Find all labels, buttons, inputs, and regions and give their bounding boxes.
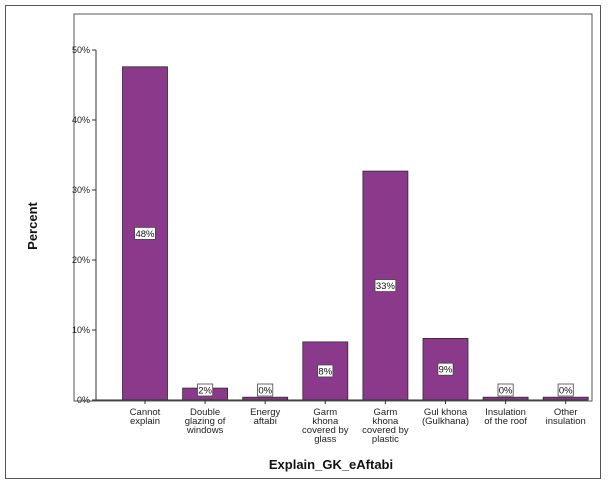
y-axis-title: Percent (25, 201, 40, 249)
y-tick-label: 30% (72, 185, 90, 195)
data-label-box (437, 362, 454, 376)
data-label-box (557, 383, 574, 397)
bars: 48% 2% 0% 8% 33% 9% 0% 0% (122, 66, 589, 401)
data-label: 48% (135, 229, 155, 240)
data-label: 0% (499, 386, 513, 397)
x-tick-label: Garm khona covered by plastic (362, 407, 409, 445)
y-tick-label: 10% (72, 325, 90, 335)
x-tick-label: Cannot explain (130, 407, 161, 427)
bar-chart: 0% 10% 20% 30% 40% 50% 48% 2% 0% 8% 33% 9% 0% 0% Can… (25, 13, 593, 472)
data-label-box (134, 226, 156, 240)
data-label: 33% (376, 281, 396, 292)
x-tick-label: Insulation of the roof (484, 407, 527, 427)
y-tick-label: 0% (77, 395, 90, 405)
y-tick-label: 40% (72, 115, 90, 125)
data-label: 0% (258, 386, 272, 397)
x-axis-title: Explain_GK_eAftabi (269, 457, 393, 472)
x-axis: Cannot explain Double glazing of windows Ener… (96, 399, 587, 445)
x-tick-label: Energy aftabi (250, 407, 280, 427)
data-label-box (497, 383, 514, 397)
x-tick-label: Double glazing of windows (185, 407, 226, 436)
y-tick-label: 50% (72, 45, 90, 55)
y-axis: 0% 10% 20% 30% 40% 50% (72, 45, 97, 405)
data-label-box (317, 364, 334, 378)
data-label-box (374, 279, 397, 292)
data-label-box (197, 383, 214, 397)
data-label: 8% (318, 366, 332, 377)
data-label: 2% (198, 386, 212, 397)
data-label: 9% (439, 365, 453, 376)
y-tick-label: 20% (72, 255, 90, 265)
x-tick-label: Other insulation (546, 407, 586, 427)
chart-frame: 0% 10% 20% 30% 40% 50% 48% 2% 0% 8% 33% 9% 0% 0% Can… (5, 5, 601, 479)
data-label: 0% (559, 386, 573, 397)
x-tick-label: Gul khona (Gulkhana) (422, 407, 469, 427)
x-tick-label: Garm khona covered by glass (302, 407, 349, 445)
data-label-box (257, 383, 274, 397)
